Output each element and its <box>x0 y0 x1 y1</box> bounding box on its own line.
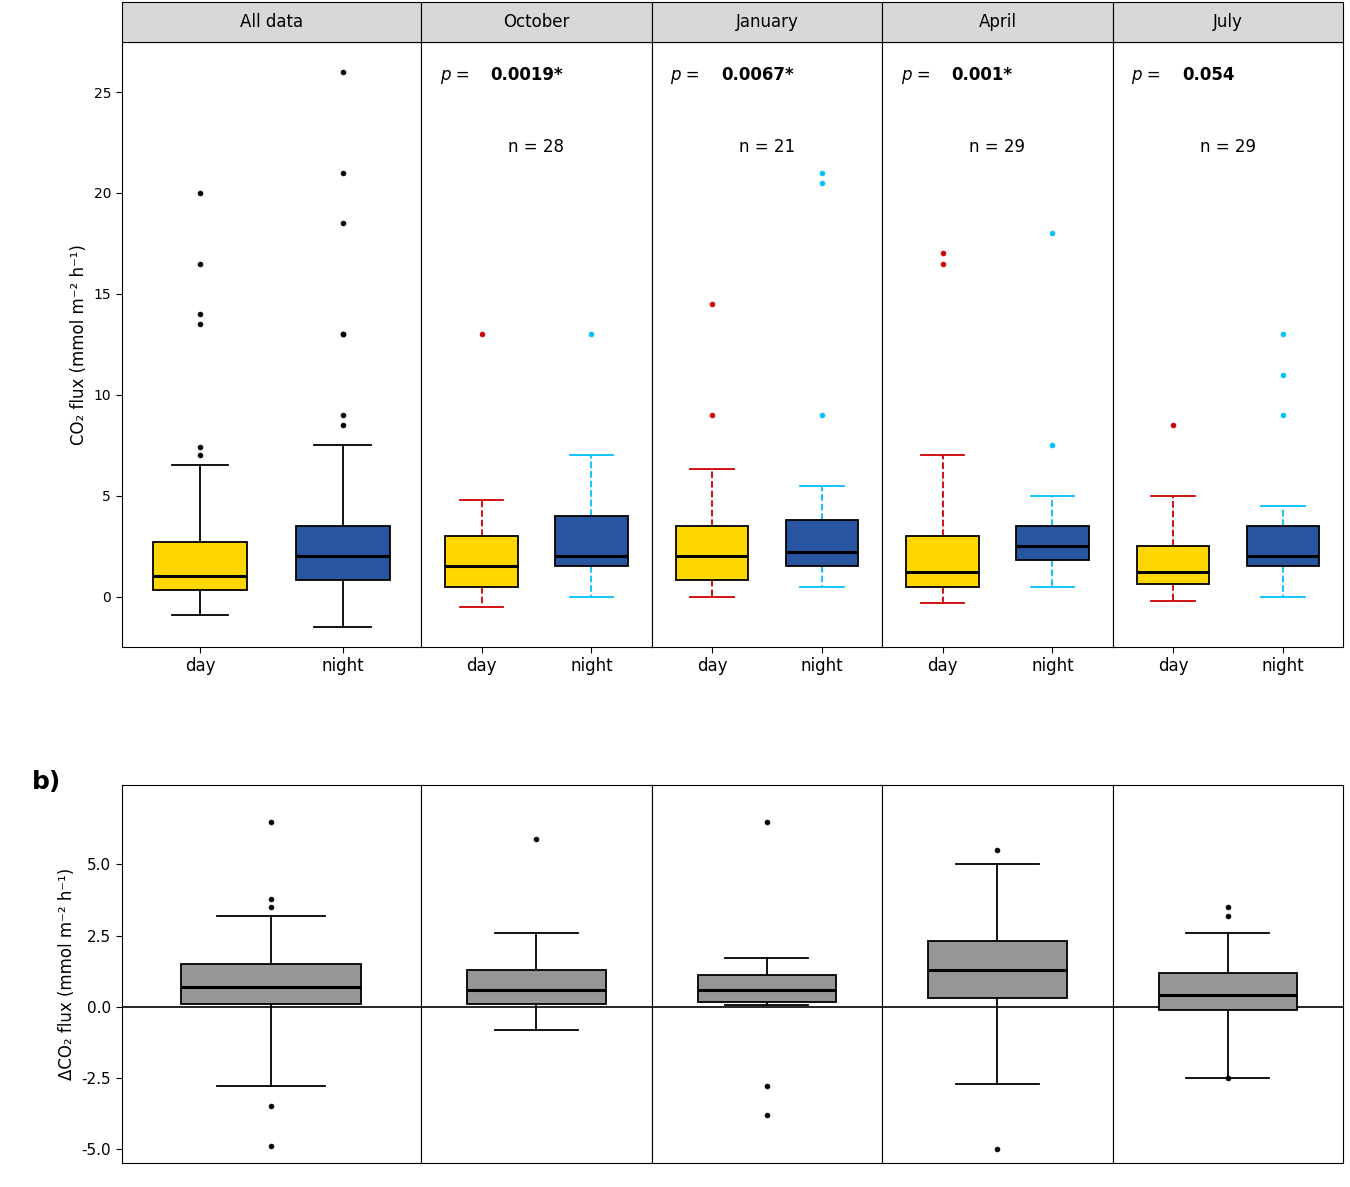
Text: p = 0.0019*: p = 0.0019* <box>440 65 541 84</box>
Text: n = 29: n = 29 <box>969 139 1026 157</box>
Text: p = 0.0067*: p = 0.0067* <box>670 65 772 84</box>
Text: n = 21: n = 21 <box>738 139 795 157</box>
Bar <box>1017 526 1088 560</box>
Bar <box>676 526 748 580</box>
Text: p = 0.001*: p = 0.001* <box>900 65 992 84</box>
Text: October: October <box>504 13 570 31</box>
Bar <box>1246 526 1319 566</box>
FancyBboxPatch shape <box>122 2 421 42</box>
Text: p =: p = <box>440 65 474 84</box>
Bar <box>929 941 1066 998</box>
Text: April: April <box>979 13 1017 31</box>
FancyBboxPatch shape <box>421 2 652 42</box>
Bar <box>906 537 979 586</box>
Text: July: July <box>1214 13 1243 31</box>
Bar <box>1137 546 1210 584</box>
Text: n = 29: n = 29 <box>1200 139 1256 157</box>
Text: 0.0019*: 0.0019* <box>490 65 563 84</box>
Text: p =: p = <box>900 65 936 84</box>
Text: All data: All data <box>240 13 302 31</box>
Text: 0.054: 0.054 <box>1181 65 1234 84</box>
Bar <box>181 964 362 1004</box>
Bar <box>786 520 859 566</box>
Text: 0.001*: 0.001* <box>952 65 1012 84</box>
Y-axis label: CO₂ flux (mmol m⁻² h⁻¹): CO₂ flux (mmol m⁻² h⁻¹) <box>70 243 88 445</box>
Bar <box>153 542 247 590</box>
Bar <box>446 537 518 586</box>
Text: p =: p = <box>670 65 705 84</box>
Text: b): b) <box>31 769 61 794</box>
Bar <box>698 976 836 1003</box>
Text: n = 28: n = 28 <box>509 139 564 157</box>
FancyBboxPatch shape <box>1112 2 1343 42</box>
Y-axis label: ΔCO₂ flux (mmol m⁻² h⁻¹): ΔCO₂ flux (mmol m⁻² h⁻¹) <box>58 868 76 1080</box>
Bar <box>1158 972 1297 1010</box>
FancyBboxPatch shape <box>652 2 882 42</box>
Bar <box>555 516 628 566</box>
Bar <box>296 526 390 580</box>
Text: January: January <box>736 13 798 31</box>
Bar <box>467 970 606 1004</box>
Text: 0.0067*: 0.0067* <box>721 65 794 84</box>
FancyBboxPatch shape <box>882 2 1112 42</box>
Text: p =: p = <box>1131 65 1166 84</box>
